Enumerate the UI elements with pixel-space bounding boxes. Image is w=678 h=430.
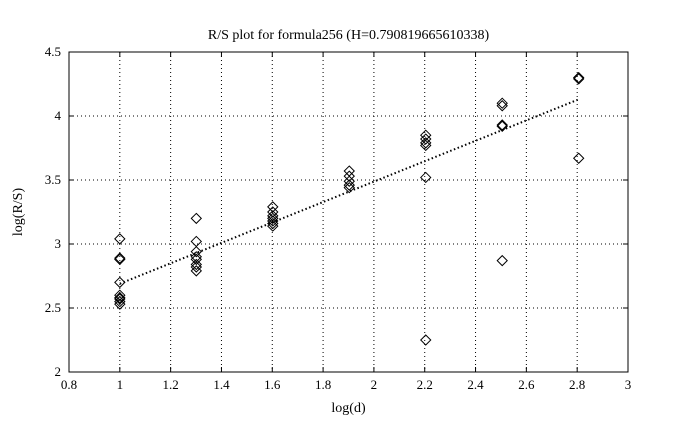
data-point: [496, 97, 508, 109]
y-tick-label: 3: [55, 236, 62, 251]
data-point: [114, 295, 126, 308]
data-point: [114, 298, 126, 310]
plot-area-frame: [68, 51, 629, 373]
data-point: [267, 217, 279, 230]
x-tick-label: 2.2: [417, 377, 433, 392]
data-point: [267, 215, 279, 227]
data-point: [190, 258, 203, 271]
data-point: [190, 253, 203, 266]
data-point: [267, 206, 279, 218]
data-point: [267, 201, 279, 213]
data-point: [190, 212, 203, 225]
x-axis-label: log(d): [331, 401, 366, 416]
x-tick-label: 3: [625, 377, 632, 392]
y-tick-label: 4.5: [45, 44, 61, 59]
data-point: [267, 220, 279, 232]
data-point: [343, 179, 355, 191]
data-point: [420, 129, 432, 141]
x-tick-label: 2.4: [467, 377, 484, 392]
data-point: [114, 253, 126, 266]
y-tick-label: 3.5: [45, 172, 61, 187]
data-point: [343, 181, 355, 194]
data-point: [420, 137, 432, 149]
y-axis-label: log(R/S): [11, 188, 26, 237]
data-point: [572, 152, 585, 164]
data-point: [496, 254, 508, 267]
data-point: [496, 120, 508, 132]
x-tick-label: 1: [117, 377, 124, 392]
x-tick-label: 2.8: [569, 377, 585, 392]
regression-fit-line: [119, 98, 580, 285]
data-point: [420, 334, 432, 346]
data-point: [190, 265, 203, 277]
data-point: [343, 170, 355, 182]
x-tick-label: 2: [371, 377, 378, 392]
grid-lines: [69, 52, 628, 372]
data-point: [572, 71, 585, 84]
x-tick-label: 1.8: [315, 377, 331, 392]
x-tick-label: 1.6: [264, 377, 281, 392]
data-point: [572, 73, 585, 85]
data-point: [420, 133, 432, 145]
data-point: [496, 100, 508, 112]
data-point: [420, 139, 432, 152]
y-tick-labels: 2 2.5 3 3.5 4 4.5: [45, 44, 62, 379]
data-point: [190, 235, 203, 248]
data-point: [114, 292, 126, 304]
data-point: [114, 289, 126, 301]
data-point: [114, 276, 126, 289]
data-point: [267, 212, 279, 225]
data-point: [420, 171, 432, 184]
y-tick-label: 2.5: [45, 300, 61, 315]
data-point: [190, 261, 203, 273]
x-tick-label: 2.6: [518, 377, 535, 392]
x-tick-label: 0.8: [61, 377, 77, 392]
data-point: [190, 245, 203, 258]
y-tick-label: 2: [55, 364, 62, 379]
chart-title: R/S plot for formula256 (H=0.79081966561…: [208, 28, 490, 43]
x-tick-label: 1.2: [163, 377, 179, 392]
data-point: [343, 175, 355, 187]
x-tick-label: 1.4: [213, 377, 230, 392]
data-point: [114, 233, 126, 245]
y-tick-label: 4: [55, 108, 62, 123]
data-points: [114, 71, 585, 346]
data-point: [496, 119, 508, 131]
data-point: [114, 252, 126, 264]
data-point: [114, 293, 126, 305]
x-tick-labels: 0.8 1 1.2 1.4 1.6 1.8 2 2.2 2.4 2.6 2.8 3: [61, 377, 631, 392]
axis-ticks: [68, 51, 629, 373]
